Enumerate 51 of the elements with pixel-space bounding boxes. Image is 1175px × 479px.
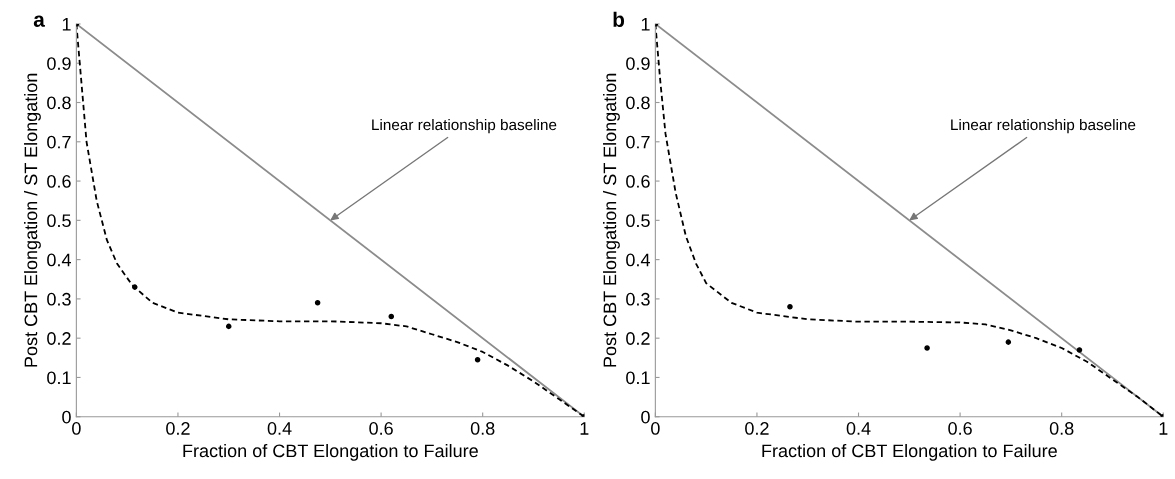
y-tick-label: 0.6 xyxy=(626,175,650,188)
x-tick-label: 0.2 xyxy=(745,422,769,435)
point xyxy=(1005,339,1012,345)
y-tick-label: 0.4 xyxy=(47,253,71,267)
point xyxy=(132,284,138,290)
x-tick-label: 0.6 xyxy=(369,422,393,435)
y-tick-label: 0.9 xyxy=(626,57,650,70)
y-tick-label: 1 xyxy=(62,18,71,31)
y-tick-label: 0.4 xyxy=(626,253,650,267)
x-tick-label: 0.2 xyxy=(166,422,190,435)
x-tick-label: 0.8 xyxy=(1049,422,1074,435)
x-axis-title: Fraction of CBT Elongation to Failure xyxy=(183,443,478,461)
y-tick-label: 0.7 xyxy=(626,135,650,149)
y-axis-title: Post CBT Elongation / ST Elongation xyxy=(603,73,620,367)
x-axis-title: Fraction of CBT Elongation to Failure xyxy=(762,443,1057,461)
chart-title: a xyxy=(33,15,45,27)
y-tick-label: 0.2 xyxy=(626,332,650,345)
y-tick-label: 0.5 xyxy=(47,214,71,228)
y-tick-label: 0.5 xyxy=(626,214,650,228)
x-tick-label: 0.8 xyxy=(470,422,495,435)
y-tick-label: 0.7 xyxy=(47,135,71,149)
point xyxy=(474,356,481,363)
point xyxy=(1076,347,1083,353)
x-tick-label: 1 xyxy=(580,422,589,435)
y-tick-label: 0.3 xyxy=(47,292,71,306)
y-axis-title: Post CBT Elongation / ST Elongation xyxy=(24,73,41,367)
y-tick-label: 0.3 xyxy=(626,292,650,306)
y-tick-label: 0.8 xyxy=(626,96,650,110)
y-tick-label: 1 xyxy=(641,18,650,31)
y-tick-label: 0 xyxy=(62,410,71,424)
x-tick-label: 0.6 xyxy=(948,422,972,435)
y-tick-label: 0.2 xyxy=(47,332,71,345)
point xyxy=(225,323,232,330)
point xyxy=(924,345,930,351)
point xyxy=(314,300,321,306)
x-tick-label: 0.4 xyxy=(846,422,871,435)
y-tick-label: 0.1 xyxy=(626,371,650,385)
y-tick-label: 0.1 xyxy=(47,371,71,385)
x-tick-label: 0 xyxy=(651,422,660,435)
chart-title: b xyxy=(613,11,625,27)
x-tick-label: 1 xyxy=(1159,422,1168,435)
y-tick-label: 0 xyxy=(641,410,650,424)
annotation: Linear relationship baseline xyxy=(951,118,1136,134)
point xyxy=(787,303,793,310)
y-tick-label: 0.9 xyxy=(47,57,71,70)
point xyxy=(388,313,395,320)
x-tick-label: 0 xyxy=(72,422,81,435)
x-tick-label: 0.4 xyxy=(267,422,292,435)
annotation: Linear relationship baseline xyxy=(372,118,557,134)
y-tick-label: 0.8 xyxy=(47,96,71,110)
y-tick-label: 0.6 xyxy=(47,175,71,188)
